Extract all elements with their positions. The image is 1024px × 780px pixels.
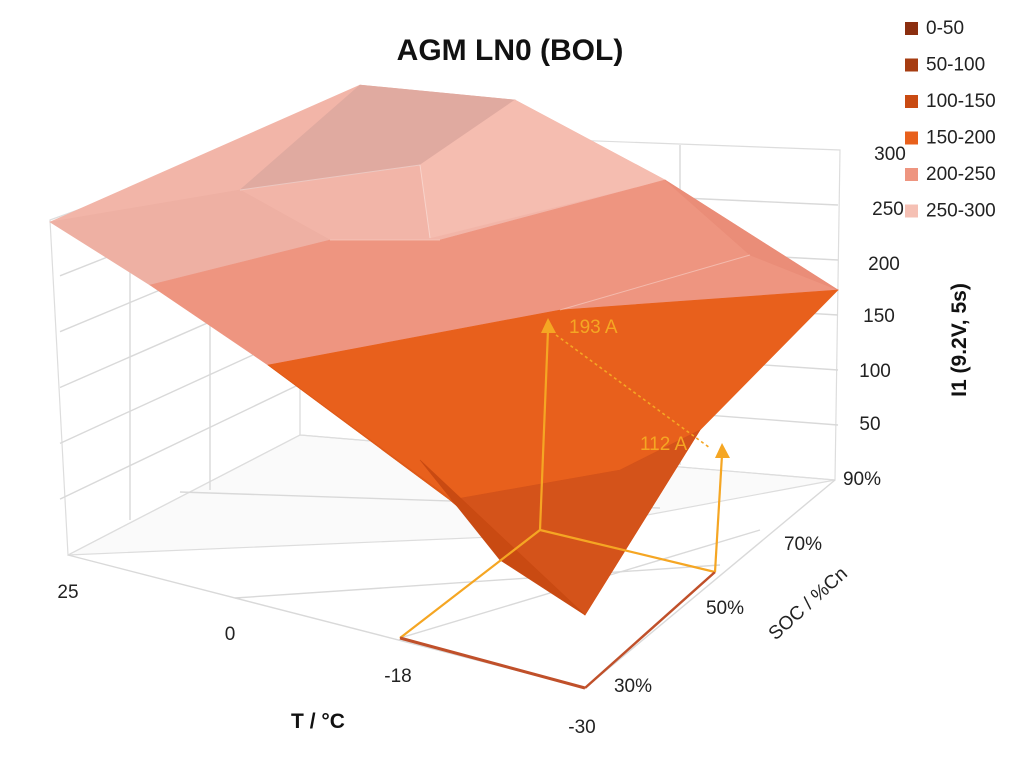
legend: 0-50 50-100 100-150 150-200 200-250 250-300	[905, 18, 996, 222]
annotation-label: 193 A	[569, 317, 618, 338]
wall-gridline	[59, 383, 301, 500]
surface-facet	[419, 459, 586, 616]
z-tick-label: 200	[868, 254, 900, 275]
legend-swatch	[905, 131, 918, 145]
z-tick-label: 150	[863, 306, 895, 327]
legend-label: 250-300	[926, 201, 996, 222]
x-tick-label: 25	[57, 582, 78, 603]
legend-swatch	[905, 168, 918, 181]
annotations: 193 A 112 A	[399, 317, 730, 690]
surface-facet	[419, 99, 666, 239]
z-tick-label: 100	[859, 361, 891, 382]
legend-label: 50-100	[926, 55, 985, 76]
legend-label: 0-50	[926, 18, 964, 39]
y-tick-label: 30%	[614, 676, 652, 697]
y-axis-title: SOC / %Cn	[765, 563, 852, 644]
surface-edge	[559, 254, 751, 311]
arrow-head	[541, 318, 556, 333]
connector-line	[555, 334, 711, 449]
x-tick-label: -18	[384, 666, 411, 687]
legend-swatch	[905, 58, 918, 72]
legend-swatch	[905, 204, 918, 218]
floor-edge	[584, 479, 836, 689]
legend-label: 100-150	[926, 91, 996, 112]
surface-edge	[419, 164, 431, 239]
floor-axis-line	[584, 571, 716, 689]
z-tick-label: 250	[872, 199, 904, 220]
surface-facet	[664, 179, 839, 291]
legend-swatch	[905, 22, 918, 35]
y-tick-label: 70%	[784, 534, 822, 555]
x-axis-title: T / °C	[291, 710, 345, 733]
arrow-line	[538, 329, 550, 531]
z-tick-label: 300	[874, 144, 906, 165]
y-tick-label: 90%	[843, 469, 881, 490]
chart-title: AGM LN0 (BOL)	[397, 34, 624, 67]
arrow-head	[715, 443, 730, 458]
x-tick-label: 0	[225, 624, 236, 645]
annotation-label: 112 A	[640, 434, 688, 455]
x-tick-label: -30	[568, 717, 595, 738]
legend-label: 150-200	[926, 128, 996, 149]
floor-axis-line	[399, 636, 586, 690]
surface-plot	[49, 84, 839, 616]
floor-gridline	[234, 564, 721, 599]
arrow-line	[713, 454, 724, 573]
z-tick-label: 50	[859, 414, 880, 435]
legend-swatch	[905, 95, 918, 108]
z-axis-title: I1 (9.2V, 5s)	[948, 283, 971, 397]
legend-label: 200-250	[926, 164, 996, 185]
y-tick-label: 50%	[706, 598, 744, 619]
surface-edge	[239, 164, 421, 191]
